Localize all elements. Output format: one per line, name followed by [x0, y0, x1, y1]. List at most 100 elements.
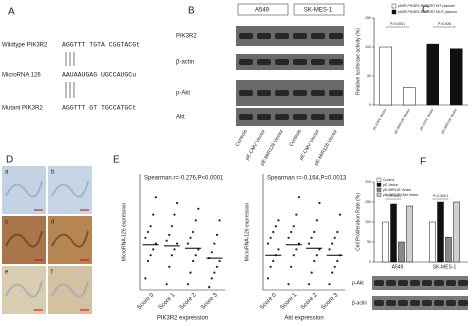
point [297, 242, 301, 245]
y-tick-label: 150 [365, 200, 371, 204]
bar [379, 46, 392, 106]
texture [5, 230, 43, 248]
legend-swatch [376, 182, 382, 187]
x-tick-label: Score 0 [136, 292, 155, 311]
image-label: b [51, 170, 55, 176]
point [168, 233, 171, 236]
point [215, 265, 219, 268]
legend-label: Control [383, 178, 395, 182]
point [269, 236, 272, 239]
point [333, 265, 336, 268]
band [434, 300, 444, 306]
point [152, 213, 155, 216]
sequence: AGGTTT GT TGCCATGCt [62, 105, 136, 112]
legend-swatch [376, 177, 382, 182]
protein-label: p-Akt [176, 91, 190, 97]
point [192, 259, 195, 263]
image-label: e [5, 270, 9, 276]
band [386, 300, 396, 306]
point [194, 219, 197, 222]
point [197, 207, 200, 210]
chart-title: Spearman r=-0.164,P=0.0013 [267, 176, 347, 182]
bar [398, 241, 405, 263]
y-axis-label: MicroRNA-126 expression [244, 203, 250, 262]
point [328, 283, 331, 286]
point [315, 254, 318, 257]
panel-label: C [422, 5, 429, 16]
band [374, 300, 384, 306]
band [311, 114, 325, 120]
blot [236, 26, 344, 46]
bar [437, 201, 444, 263]
point [331, 242, 334, 245]
point [197, 248, 200, 251]
band [434, 280, 444, 286]
point [152, 248, 155, 251]
point [318, 248, 321, 251]
point [266, 277, 270, 280]
point [210, 277, 213, 280]
band [329, 33, 343, 39]
band [422, 300, 432, 306]
blot [236, 108, 344, 126]
point [154, 196, 157, 199]
panel-label: B [188, 6, 195, 17]
point [168, 265, 171, 268]
y-axis-label: Cell Proliferation Rate (%) [355, 193, 361, 251]
y-axis-label: Relative luciferase activity (%) [355, 28, 361, 95]
band [329, 114, 343, 120]
point [192, 230, 195, 234]
sequence: AGGTTT TGTA CGGTACGt [62, 42, 140, 49]
band [293, 33, 307, 39]
band [374, 280, 384, 286]
point [189, 271, 192, 274]
point [215, 233, 219, 236]
point [290, 230, 293, 234]
point [189, 236, 192, 239]
band [311, 90, 325, 96]
protein-label: PIK3R2 [176, 34, 197, 40]
image-label: c [5, 220, 8, 226]
band [446, 300, 456, 306]
row-name: Wildtype PIK3R2 [2, 43, 48, 49]
point [213, 242, 216, 245]
band [458, 280, 468, 286]
bar [429, 221, 436, 263]
point [331, 271, 334, 274]
point [313, 259, 316, 263]
x-tick-label: pE-CMV Vector [419, 107, 435, 131]
point [272, 259, 275, 263]
band [275, 59, 289, 65]
point [170, 254, 173, 257]
chart-title: Spearman r=-0.276,P<0.0001 [144, 176, 224, 182]
x-tick-label: pE-MiR126 Vector [393, 107, 411, 134]
protein-label: β-actin [176, 60, 194, 66]
x-tick-label: Score 0 [259, 292, 278, 311]
point [287, 283, 290, 286]
legend-swatch [391, 9, 397, 15]
band [257, 114, 271, 120]
band [239, 33, 253, 39]
cell-line: A549 [255, 8, 270, 14]
annotation: P=0.0001 [390, 22, 405, 26]
point [310, 236, 313, 239]
bar [450, 48, 463, 106]
point [146, 259, 150, 263]
band [311, 59, 325, 65]
band [239, 59, 253, 65]
x-tick-label: Score 3 [320, 292, 339, 311]
y-tick-label: 100 [365, 45, 371, 49]
legend-label: pMIR-PIK3R2-REPORT WT plasmid [398, 4, 455, 8]
point [144, 236, 147, 239]
y-tick-label: 50 [367, 74, 371, 78]
point [165, 239, 168, 242]
band [293, 90, 307, 96]
x-tick-label: Score 1 [279, 292, 298, 311]
texture [51, 230, 89, 248]
band [398, 300, 408, 306]
point [208, 286, 211, 289]
texture [5, 280, 43, 298]
header-box [237, 3, 289, 16]
legend-swatch [391, 3, 397, 9]
legend-swatch [376, 187, 382, 192]
